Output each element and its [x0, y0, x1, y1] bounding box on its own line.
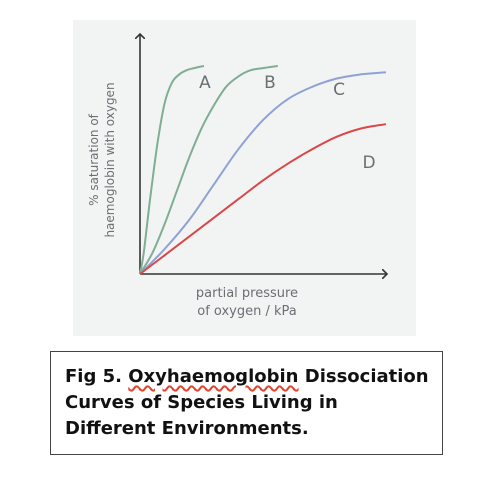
curve-label-b: B [264, 73, 276, 93]
figure-caption: Fig 5. Oxyhaemoglobin Dissociation Curve… [65, 364, 430, 442]
figure-caption-box: Fig 5. Oxyhaemoglobin Dissociation Curve… [50, 351, 443, 455]
x-axis-label-line-1: partial pressure [196, 286, 298, 301]
chart-panel: % saturation of haemoglobin with oxygen … [73, 20, 416, 336]
x-axis-label-line-2: of oxygen / kPa [197, 304, 297, 319]
curve-a [139, 65, 205, 275]
y-axis-label-line-1: % saturation of [87, 113, 101, 206]
curve-label-d: D [362, 153, 375, 173]
curve-b [139, 65, 278, 275]
caption-prefix: Fig 5. [65, 366, 129, 387]
curve-d [139, 123, 387, 275]
curve-label-a: A [199, 73, 211, 93]
y-axis-label-line-2: haemoglobin with oxygen [103, 82, 117, 237]
oxygen-dissociation-chart: % saturation of haemoglobin with oxygen … [87, 20, 416, 319]
curve-label-c: C [333, 80, 345, 100]
curve-c [139, 71, 387, 275]
caption-underlined-word: Oxyhaemoglobin [128, 366, 299, 387]
y-axis-label: % saturation of haemoglobin with oxygen [87, 82, 117, 237]
caption-rest: Dissociation Curves of Species Living in… [65, 366, 429, 439]
